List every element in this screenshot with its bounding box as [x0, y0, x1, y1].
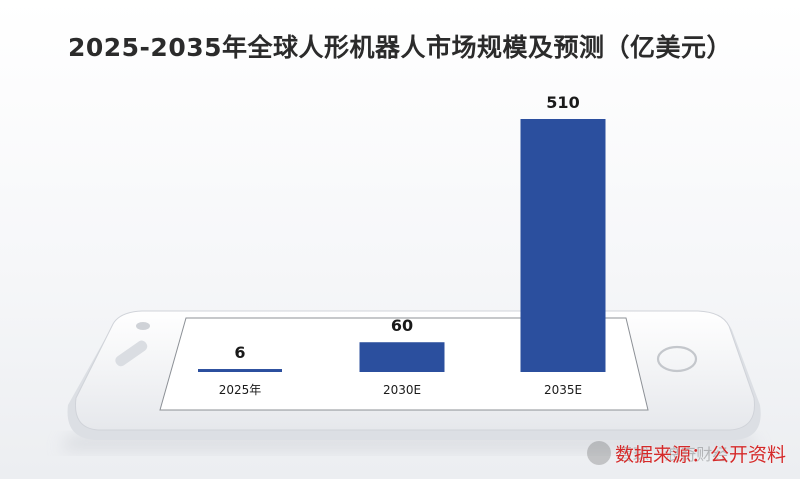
phone-home-button: [656, 345, 698, 373]
bar-2030E: [359, 342, 445, 372]
category-label-2025年: 2025年: [219, 383, 262, 397]
bar-2025年: [198, 369, 282, 372]
category-label-2035E: 2035E: [544, 383, 582, 397]
value-label-2025年: 6: [234, 343, 245, 362]
bar-2035E: [520, 119, 606, 372]
value-labels-group: 6 60 510: [234, 93, 579, 362]
chart-title: 2025-2035年全球人形机器人市场规模及预测（亿美元）: [67, 33, 733, 62]
source-note: 数据来源：公开资料: [614, 444, 786, 466]
value-label-2030E: 60: [391, 316, 413, 335]
bars-group: [198, 119, 606, 372]
category-labels-group: 2025年 2030E 2035E: [219, 383, 582, 397]
value-label-2035E: 510: [546, 93, 579, 112]
phone-speaker: [115, 340, 148, 367]
phone-camera: [136, 322, 150, 330]
category-label-2030E: 2030E: [383, 383, 421, 397]
